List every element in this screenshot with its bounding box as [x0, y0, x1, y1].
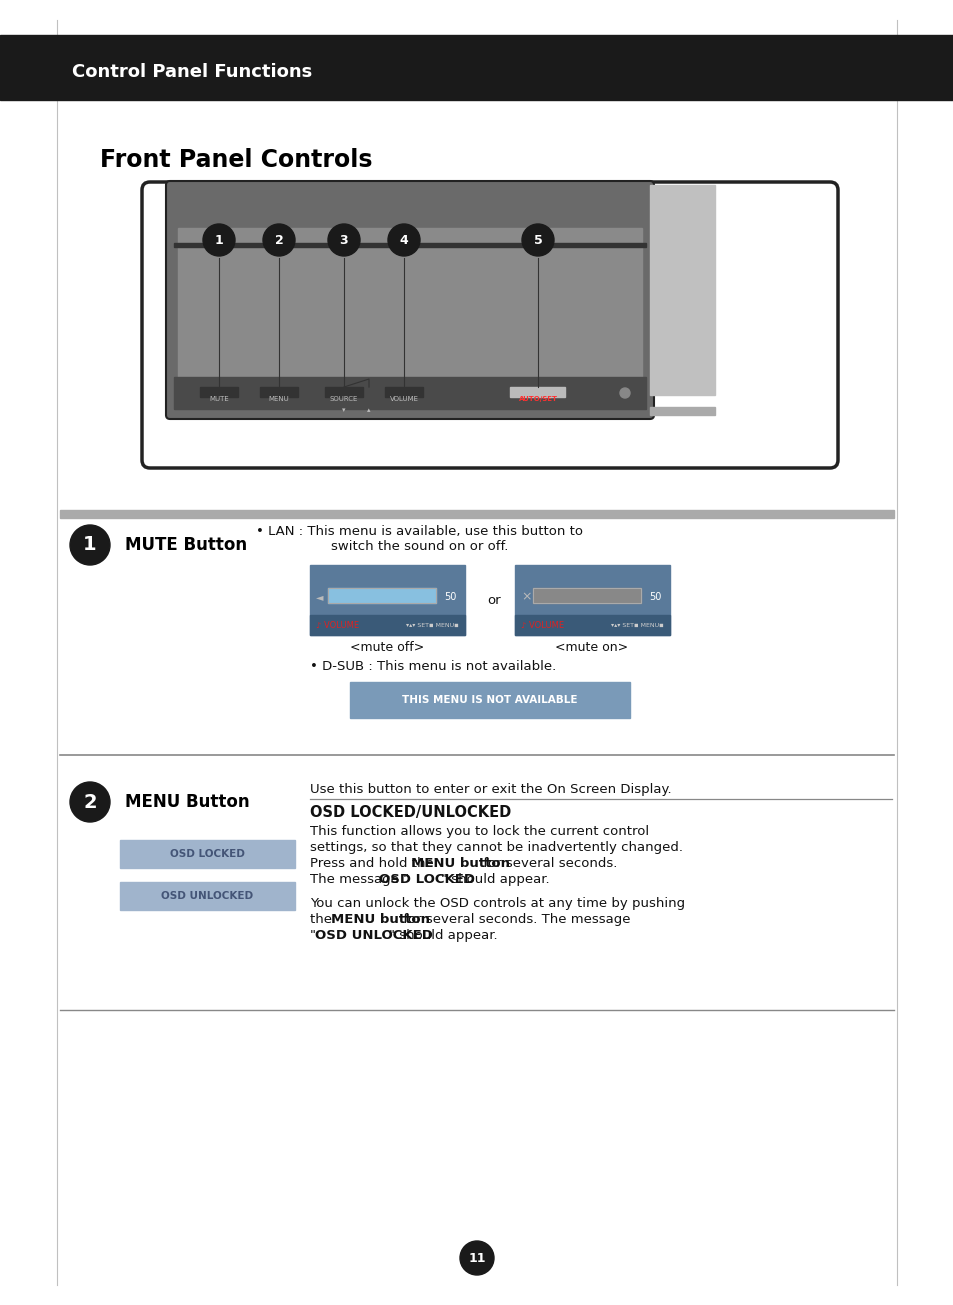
Bar — [310, 615, 464, 636]
Text: SOURCE: SOURCE — [330, 395, 357, 402]
Text: • LAN : This menu is available, use this button to: • LAN : This menu is available, use this… — [256, 525, 583, 538]
Text: ▴: ▴ — [367, 407, 371, 412]
Text: OSD UNLOCKED: OSD UNLOCKED — [161, 891, 253, 900]
Text: MENU button: MENU button — [411, 857, 510, 870]
Bar — [533, 589, 640, 603]
Bar — [350, 683, 629, 718]
Bar — [510, 388, 564, 397]
Bar — [60, 510, 893, 518]
Text: OSD LOCKED/UNLOCKED: OSD LOCKED/UNLOCKED — [310, 805, 511, 820]
Bar — [173, 243, 645, 247]
Text: MUTE Button: MUTE Button — [125, 536, 247, 555]
Bar — [260, 388, 297, 397]
Circle shape — [388, 224, 419, 256]
Bar — [0, 35, 953, 100]
Text: Front Panel Controls: Front Panel Controls — [100, 147, 372, 172]
Bar — [515, 615, 669, 636]
Bar — [385, 388, 422, 397]
Circle shape — [459, 1241, 494, 1275]
Bar — [200, 388, 237, 397]
Text: or: or — [486, 594, 500, 607]
Text: 4: 4 — [399, 234, 408, 247]
Text: • D-SUB : This menu is not available.: • D-SUB : This menu is not available. — [310, 660, 556, 673]
Text: This function allows you to lock the current control: This function allows you to lock the cur… — [310, 825, 648, 838]
Text: " should appear.: " should appear. — [440, 873, 549, 886]
Text: 2: 2 — [83, 792, 96, 812]
Text: for several seconds. The message: for several seconds. The message — [398, 913, 630, 927]
Text: VOLUME: VOLUME — [389, 395, 418, 402]
Bar — [178, 228, 641, 403]
FancyBboxPatch shape — [142, 181, 837, 468]
Text: ◄: ◄ — [315, 592, 323, 602]
Text: ": " — [310, 929, 315, 942]
Text: OSD UNLOCKED: OSD UNLOCKED — [315, 929, 433, 942]
Circle shape — [328, 224, 359, 256]
Bar — [310, 565, 464, 636]
FancyBboxPatch shape — [166, 181, 654, 419]
Circle shape — [521, 224, 554, 256]
Bar — [649, 185, 714, 395]
Circle shape — [263, 224, 294, 256]
Bar — [120, 840, 294, 868]
Bar — [328, 589, 436, 603]
Text: The message ": The message " — [310, 873, 409, 886]
Text: switch the sound on or off.: switch the sound on or off. — [331, 540, 508, 553]
Text: ▾▴▾ SET◾ MENU◾: ▾▴▾ SET◾ MENU◾ — [611, 622, 663, 628]
Bar — [120, 882, 294, 910]
Bar — [515, 565, 669, 636]
Circle shape — [70, 782, 110, 822]
Text: 2: 2 — [274, 234, 283, 247]
Text: <mute on>: <mute on> — [555, 641, 628, 654]
Bar — [325, 388, 363, 397]
Text: the: the — [310, 913, 335, 927]
Text: for several seconds.: for several seconds. — [478, 857, 617, 870]
Text: OSD LOCKED: OSD LOCKED — [170, 850, 245, 859]
Bar — [533, 589, 640, 603]
Text: ▾: ▾ — [342, 407, 345, 412]
Text: 1: 1 — [214, 234, 223, 247]
Text: Control Panel Functions: Control Panel Functions — [71, 63, 312, 81]
Text: ♪ VOLUME: ♪ VOLUME — [520, 620, 563, 629]
Text: <mute off>: <mute off> — [350, 641, 424, 654]
Circle shape — [203, 224, 234, 256]
Bar — [173, 377, 645, 408]
Text: 3: 3 — [339, 234, 348, 247]
Text: MENU: MENU — [269, 395, 289, 402]
Text: You can unlock the OSD controls at any time by pushing: You can unlock the OSD controls at any t… — [310, 897, 684, 910]
Text: ♪ VOLUME: ♪ VOLUME — [315, 620, 358, 629]
Text: THIS MENU IS NOT AVAILABLE: THIS MENU IS NOT AVAILABLE — [402, 696, 578, 705]
Text: " should appear.: " should appear. — [389, 929, 497, 942]
Text: 5: 5 — [533, 234, 542, 247]
Text: 50: 50 — [443, 592, 456, 602]
Text: MUTE: MUTE — [209, 395, 229, 402]
Bar — [649, 407, 714, 415]
Text: ▾▴▾ SET◾ MENU◾: ▾▴▾ SET◾ MENU◾ — [406, 622, 458, 628]
Circle shape — [70, 525, 110, 565]
Text: 1: 1 — [83, 535, 96, 555]
Text: 11: 11 — [468, 1251, 485, 1265]
Text: Use this button to enter or exit the On Screen Display.: Use this button to enter or exit the On … — [310, 783, 671, 796]
Text: MENU button: MENU button — [331, 913, 430, 927]
Text: 50: 50 — [648, 592, 660, 602]
Text: settings, so that they cannot be inadvertently changed.: settings, so that they cannot be inadver… — [310, 840, 682, 853]
Text: ×: × — [520, 590, 531, 603]
Bar — [328, 589, 436, 603]
Circle shape — [619, 388, 629, 398]
Text: AUTO/SET: AUTO/SET — [518, 395, 557, 402]
Text: MENU Button: MENU Button — [125, 793, 250, 810]
Text: Press and hold the: Press and hold the — [310, 857, 437, 870]
Text: OSD LOCKED: OSD LOCKED — [378, 873, 475, 886]
